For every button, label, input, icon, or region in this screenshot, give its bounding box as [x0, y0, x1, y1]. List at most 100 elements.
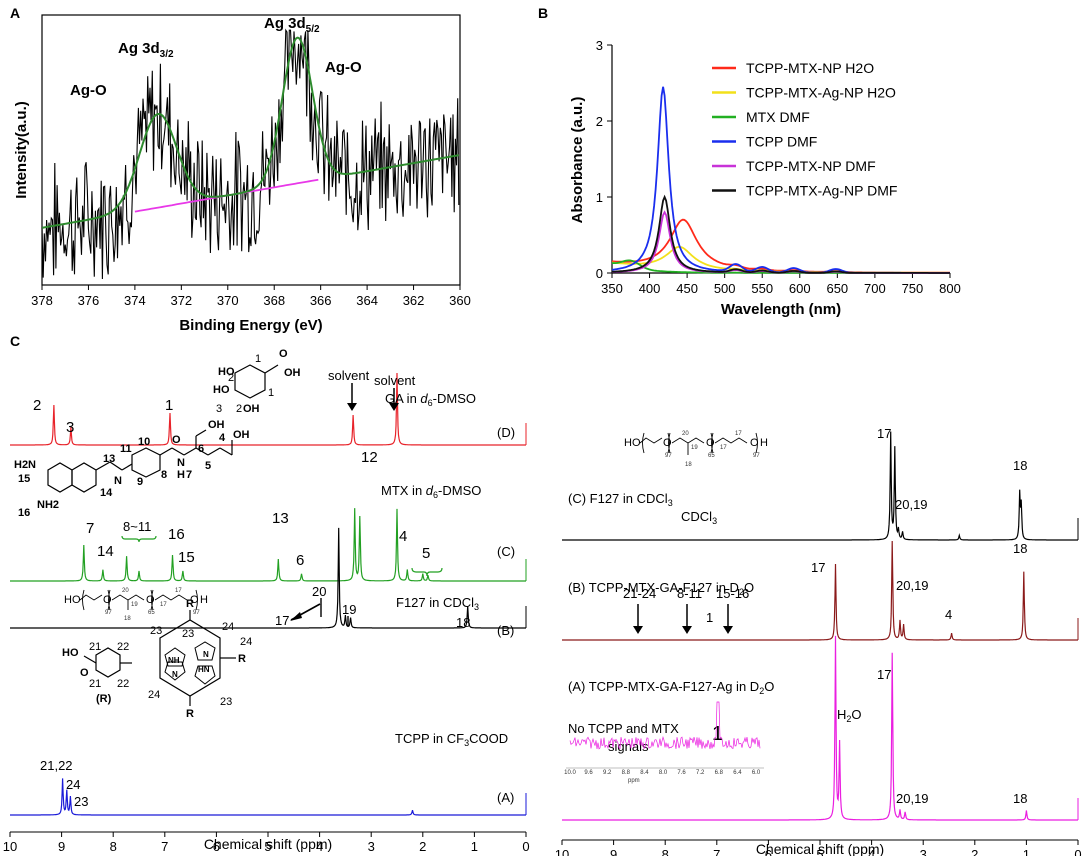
xps-fit-series	[41, 36, 459, 229]
nmr-x-tick-label: 4	[868, 847, 875, 856]
inset-tick-label: 6.4	[733, 770, 742, 776]
mtx-peak-6: 6	[296, 552, 304, 569]
xps-x-tick-label: 374	[124, 293, 146, 308]
tcpp-peak-23: 23	[74, 794, 88, 809]
uv-x-tick-label: 700	[864, 281, 886, 296]
f127-l-97a: 97	[105, 610, 112, 616]
mtx-peak-12: 12	[361, 449, 378, 466]
nmr-right: 10 9 8 7 6 5 4 3 2 1 0 Chemical shift (ppm) (C) F1…	[555, 426, 1082, 856]
nmr-r-b-18: 18	[1013, 541, 1027, 556]
f127-r-o2: O	[706, 437, 715, 449]
nmr-tcpp-title: TCPP in CF3COOD	[395, 731, 508, 748]
f127-l-18: 18	[124, 616, 131, 622]
tcpp-c23c: 23	[182, 628, 194, 640]
uv-series-line	[612, 210, 950, 274]
nmr-r-a-2019: 20,19	[896, 791, 929, 806]
uv-x-tick-label: 350	[601, 281, 623, 296]
nmr-mtx-title: MTX in d6-DMSO	[381, 483, 481, 500]
nmr-r-c-17: 17	[877, 426, 891, 441]
mtx-bond-2	[109, 461, 123, 471]
xps-x-tick-label: 360	[449, 293, 471, 308]
ga-oh2: OH	[243, 403, 260, 415]
tcpp-c22a: 22	[117, 641, 129, 653]
ga-c1b: 1	[268, 387, 274, 399]
xps-x-tick-label: 372	[170, 293, 192, 308]
f127-l-o3: O	[190, 594, 199, 606]
uv-legend: TCPP-MTX-NP H2O TCPP-MTX-Ag-NP H2O MTX DMF…	[712, 60, 897, 199]
nmr-r-cdcl3: CDCl3	[681, 509, 717, 526]
f127-l-17b: 17	[175, 588, 182, 594]
nmr-right-ticks: 10 9 8 7 6 5 4 3 2 1 0	[555, 840, 1082, 856]
panel-b: B 350 400 450 500 550 600 650 700 750 800 0 1 2 3 Wav…	[538, 5, 961, 318]
f127-l-17a: 17	[160, 602, 167, 608]
inset-tick-label: 7.6	[677, 770, 686, 776]
nmr-left-tag-a: (A)	[497, 790, 514, 805]
mtx-bond-7	[195, 447, 209, 456]
mtx-n10: 10	[138, 436, 150, 448]
uv-legend-label: TCPP-MTX-NP H2O	[746, 60, 874, 76]
tcpp-nh1: NH	[168, 656, 180, 665]
mtx-oh: OH	[208, 419, 225, 431]
xps-x-tick-label: 378	[31, 293, 53, 308]
f127-peak-19: 19	[342, 602, 356, 617]
f127-r-17b: 17	[735, 431, 742, 437]
tcpp-pyrrole-4	[194, 665, 216, 685]
inset-tick-label: 8.0	[659, 770, 668, 776]
tcpp-peak-24: 24	[66, 777, 80, 792]
mtx-n5: 5	[205, 460, 211, 472]
tcpp-pyrrole-2	[194, 641, 216, 661]
tcpp-r-bottom: R	[186, 708, 194, 720]
inset-ticks: 10.0 9.6 9.2 8.8 8.4 8.0 7.6 7.2 6.8 6.4 6.0	[564, 770, 761, 776]
inset-tick-label: 8.8	[622, 770, 631, 776]
tcpp-c24c: 24	[240, 636, 252, 648]
f127-l-ho: HO	[64, 594, 81, 606]
mtx-peak-16: 16	[168, 526, 185, 543]
uv-legend-label: TCPP-MTX-NP DMF	[746, 158, 876, 174]
uv-curves	[611, 86, 950, 274]
tcpp-ho: HO	[62, 647, 79, 659]
ga-ho2: HO	[213, 384, 230, 396]
tcpp-c22b: 22	[117, 678, 129, 690]
uv-x-tick-label: 500	[714, 281, 736, 296]
mtx-n6: 6	[198, 443, 204, 455]
nmr-trace-B	[10, 527, 526, 629]
ga-c1a: 1	[255, 353, 261, 365]
nmr-x-tick-label: 3	[368, 839, 375, 854]
inset-unit: ppm	[628, 778, 640, 784]
nmr-left: 10 9 8 7 6 5 4 3 2 1 0 Chemical shift (ppm) GA in …	[3, 348, 530, 854]
f127-r-97b: 97	[753, 453, 760, 459]
mtx-n7: 7	[186, 469, 192, 481]
mtx-ring-2	[71, 462, 97, 493]
panel-c: C 10 9 8 7 6 5 4 3 2 1 0 Chemical shift (ppm) GA i…	[3, 333, 1082, 856]
mtx-n14: 14	[100, 487, 113, 499]
tcpp-r-label: (R)	[96, 693, 112, 705]
mtx-nh: N	[177, 457, 185, 469]
nmr-right-traces	[562, 431, 1079, 821]
tcpp-phenyl	[95, 647, 121, 678]
solvent-arrowhead-2	[389, 403, 399, 411]
f127-l-chain-1	[79, 594, 103, 601]
uv-legend-label: TCPP-MTX-Ag-NP DMF	[746, 183, 897, 199]
nmr-trace-A	[562, 635, 1078, 821]
mtx-n16: 16	[18, 507, 30, 519]
inset-tick-label: 10.0	[564, 770, 576, 776]
mtx-bond-3	[121, 463, 133, 471]
f127-l-brackets	[82, 589, 198, 611]
tcpp-c21b: 21	[89, 678, 101, 690]
uv-y-tick-label: 2	[596, 114, 603, 129]
mtx-nh2: NH2	[37, 499, 59, 511]
mtx-n: N	[114, 475, 122, 487]
uv-ticks: 350 400 450 500 550 600 650 700 750 800 0 1 2 3	[596, 38, 961, 296]
mtx-o: O	[172, 434, 181, 446]
nmr-x-tick-label: 0	[522, 839, 529, 854]
tcpp-structure: HO O 21 22 21 22 (R) R R R NH H	[62, 598, 252, 720]
nmr-r-b-2019: 20,19	[896, 578, 929, 593]
nmr-x-tick-label: 2	[971, 847, 978, 856]
mtx-n9: 9	[137, 476, 143, 488]
ga-ho1: HO	[218, 366, 235, 378]
tcpp-o: O	[80, 667, 89, 679]
inset-tick-label: 7.2	[696, 770, 705, 776]
panel-b-letter: B	[538, 5, 548, 21]
ga-peak-3: 3	[66, 419, 74, 436]
f127-l-chain-2	[111, 594, 145, 601]
